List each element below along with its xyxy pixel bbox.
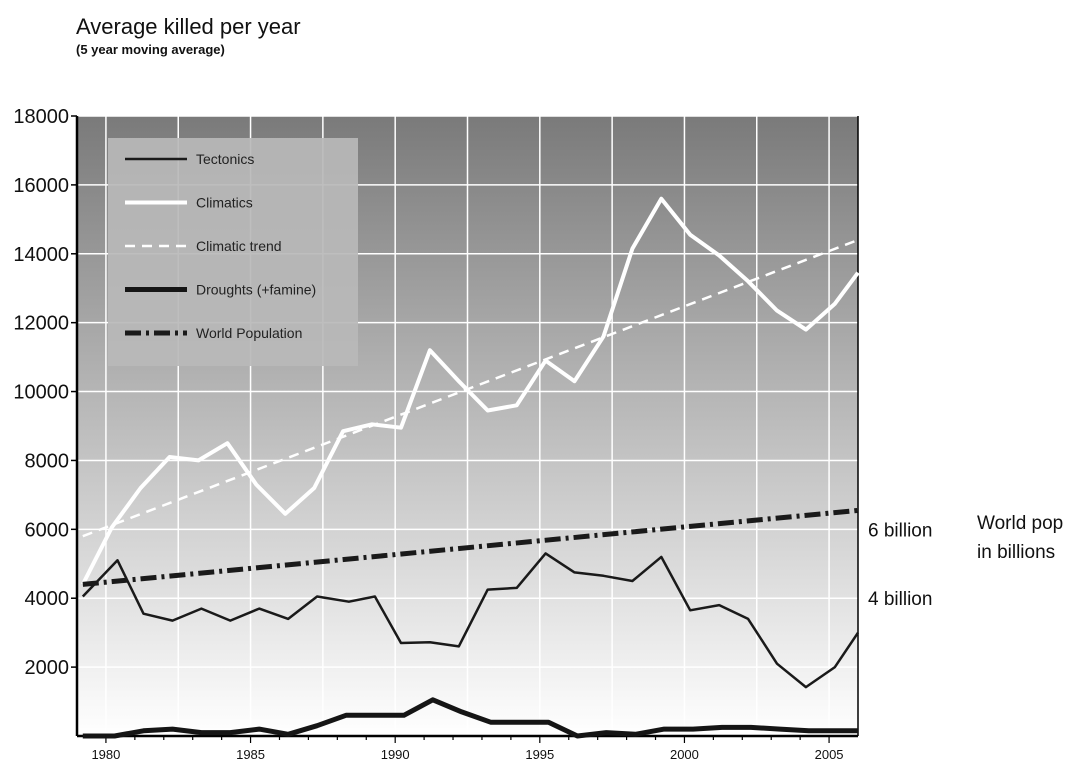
y-tick-label-6000: 6000 <box>25 519 70 541</box>
x-tick-label-2005: 2005 <box>815 747 844 762</box>
x-tick-label-1990: 1990 <box>381 747 410 762</box>
side-label-line-1: World pop <box>977 513 1064 534</box>
x-tick-label-2000: 2000 <box>670 747 699 762</box>
x-tick-label-1980: 1980 <box>91 747 120 762</box>
series-line-world-population <box>82 507 859 587</box>
legend-box <box>108 138 358 366</box>
legend-label-tectonics: Tectonics <box>196 151 254 167</box>
legend-label-world-population: World Population <box>196 325 302 341</box>
side-label-line-2: in billions <box>977 542 1056 563</box>
y-tick-label-10000: 10000 <box>13 382 69 404</box>
legend-label-droughts-famine: Droughts (+famine) <box>196 282 316 298</box>
y-tick-label-18000: 18000 <box>13 106 69 128</box>
y-tick-label-14000: 14000 <box>13 244 69 266</box>
series-line-tectonics <box>81 552 860 689</box>
series-line-droughts-famine <box>82 697 858 739</box>
series-line-climatics <box>81 196 860 586</box>
legend-label-climatics: Climatics <box>196 195 253 211</box>
y-tick-label-2000: 2000 <box>25 657 70 679</box>
chart-title: Average killed per year <box>76 14 301 39</box>
annotation-label-1: 6 billion <box>868 520 932 541</box>
annotation-label-2: 4 billion <box>868 589 932 610</box>
legend-label-climatic-trend: Climatic trend <box>196 238 282 254</box>
y-tick-label-4000: 4000 <box>25 588 70 610</box>
x-tick-label-1995: 1995 <box>525 747 554 762</box>
series-line-climatic-trend <box>82 238 859 538</box>
y-tick-label-8000: 8000 <box>25 450 70 472</box>
x-tick-label-1985: 1985 <box>236 747 265 762</box>
y-tick-label-16000: 16000 <box>13 175 69 197</box>
chart-subtitle: (5 year moving average) <box>76 42 225 57</box>
y-tick-label-12000: 12000 <box>13 313 69 335</box>
